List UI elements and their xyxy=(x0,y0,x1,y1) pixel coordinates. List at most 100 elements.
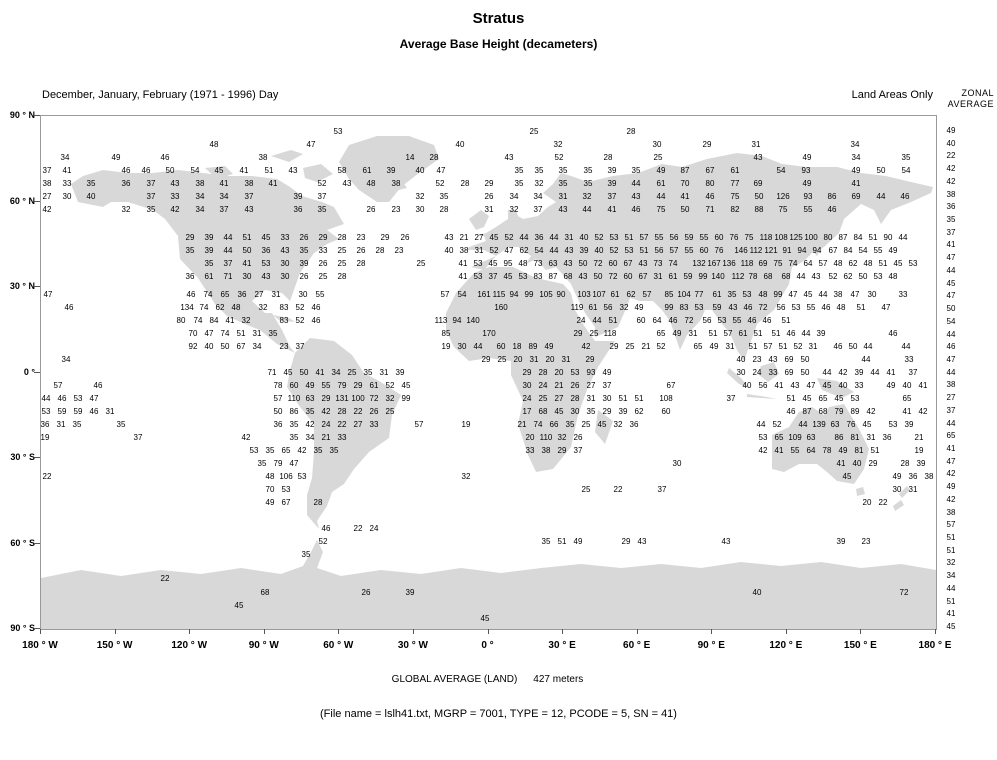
map-value: 59 xyxy=(712,303,722,312)
map-value: 29 xyxy=(484,179,494,188)
map-value: 30 xyxy=(522,381,532,390)
map-value: 63 xyxy=(548,259,558,268)
map-value: 27 xyxy=(554,394,564,403)
map-value: 39 xyxy=(395,368,405,377)
map-value: 40 xyxy=(838,381,848,390)
global-average-line: GLOBAL AVERAGE (LAND) 427 meters xyxy=(40,674,935,685)
map-value: 53 xyxy=(908,259,918,268)
map-value: 91 xyxy=(782,246,792,255)
map-value: 36 xyxy=(185,272,195,281)
map-value: 49 xyxy=(265,498,275,507)
map-value: 29 xyxy=(621,537,631,546)
map-value: 52 xyxy=(317,179,327,188)
map-value: 39 xyxy=(386,166,396,175)
baffin-island xyxy=(303,164,333,182)
map-value: 32 xyxy=(553,140,563,149)
zonal-average-value: 42 xyxy=(946,494,956,504)
map-value: 21 xyxy=(459,233,469,242)
map-value: 49 xyxy=(656,166,666,175)
new-zealand-south xyxy=(893,500,904,511)
map-value: 63 xyxy=(305,394,315,403)
map-value: 59 xyxy=(57,407,67,416)
map-value: 31 xyxy=(271,290,281,299)
map-value: 30 xyxy=(62,192,72,201)
map-value: 66 xyxy=(549,420,559,429)
map-value: 39 xyxy=(579,246,589,255)
map-value: 40 xyxy=(742,381,752,390)
map-value: 140 xyxy=(711,272,725,281)
map-value: 95 xyxy=(503,259,513,268)
map-value: 67 xyxy=(705,166,715,175)
map-value: 22 xyxy=(353,407,363,416)
map-value: 31 xyxy=(586,394,596,403)
map-value: 69 xyxy=(753,179,763,188)
map-value: 28 xyxy=(626,127,636,136)
map-value: 68 xyxy=(781,272,791,281)
map-value: 37 xyxy=(573,446,583,455)
map-value: 87 xyxy=(802,407,812,416)
map-value: 53 xyxy=(249,446,259,455)
map-value: 34 xyxy=(61,355,71,364)
map-value: 89 xyxy=(850,407,860,416)
zonal-average-value: 49 xyxy=(946,126,956,135)
map-value: 54 xyxy=(901,166,911,175)
map-value: 47 xyxy=(204,329,214,338)
map-value: 51 xyxy=(778,342,788,351)
map-value: 41 xyxy=(225,316,235,325)
map-value: 22 xyxy=(353,524,363,533)
map-value: 56 xyxy=(603,303,613,312)
map-value: 52 xyxy=(793,342,803,351)
zonal-average-value: 65 xyxy=(946,431,956,441)
map-value: 47 xyxy=(806,381,816,390)
longitude-tick xyxy=(263,629,265,634)
map-value: 32 xyxy=(534,179,544,188)
map-value: 74 xyxy=(199,303,209,312)
map-value: 99 xyxy=(773,290,783,299)
map-value: 50 xyxy=(220,342,230,351)
map-value: 46 xyxy=(311,316,321,325)
map-value: 108 xyxy=(774,233,788,242)
map-value: 25 xyxy=(318,272,328,281)
map-value: 56 xyxy=(776,303,786,312)
map-value: 43 xyxy=(342,179,352,188)
iceland xyxy=(391,182,407,191)
latitude-tick xyxy=(34,457,40,458)
map-value: 65 xyxy=(281,446,291,455)
map-value: 34 xyxy=(331,368,341,377)
map-value: 44 xyxy=(223,246,233,255)
map-value: 112 xyxy=(749,246,763,255)
latitude-label: 30 ° S xyxy=(10,452,35,462)
map-value: 49 xyxy=(672,329,682,338)
map-value: 27 xyxy=(254,290,264,299)
map-value: 51 xyxy=(618,394,628,403)
zonal-average-value: 22 xyxy=(946,151,956,161)
map-value: 37 xyxy=(533,205,543,214)
longitude-label: 120 ° E xyxy=(769,640,803,651)
map-value: 46 xyxy=(311,303,321,312)
map-value: 25 xyxy=(337,259,347,268)
map-value: 23 xyxy=(391,205,401,214)
map-value: 32 xyxy=(557,433,567,442)
map-value: 53 xyxy=(758,433,768,442)
map-value: 25 xyxy=(625,342,635,351)
map-value: 38 xyxy=(195,179,205,188)
longitude-tick xyxy=(487,629,489,634)
map-value: 21 xyxy=(914,433,924,442)
map-value: 26 xyxy=(369,407,379,416)
map-value: 51 xyxy=(624,233,634,242)
coverage-label: Land Areas Only xyxy=(851,89,933,101)
map-value: 75 xyxy=(656,205,666,214)
map-value: 35 xyxy=(583,166,593,175)
map-value: 72 xyxy=(758,303,768,312)
map-value: 76 xyxy=(729,233,739,242)
map-value: 41 xyxy=(458,259,468,268)
map-value: 37 xyxy=(488,272,498,281)
map-value: 29 xyxy=(353,381,363,390)
map-value: 35 xyxy=(257,459,267,468)
map-value: 160 xyxy=(494,303,508,312)
map-value: 53 xyxy=(518,272,528,281)
map-value: 60 xyxy=(636,316,646,325)
map-value: 44 xyxy=(898,233,908,242)
map-value: 44 xyxy=(863,342,873,351)
map-value: 27 xyxy=(42,192,52,201)
